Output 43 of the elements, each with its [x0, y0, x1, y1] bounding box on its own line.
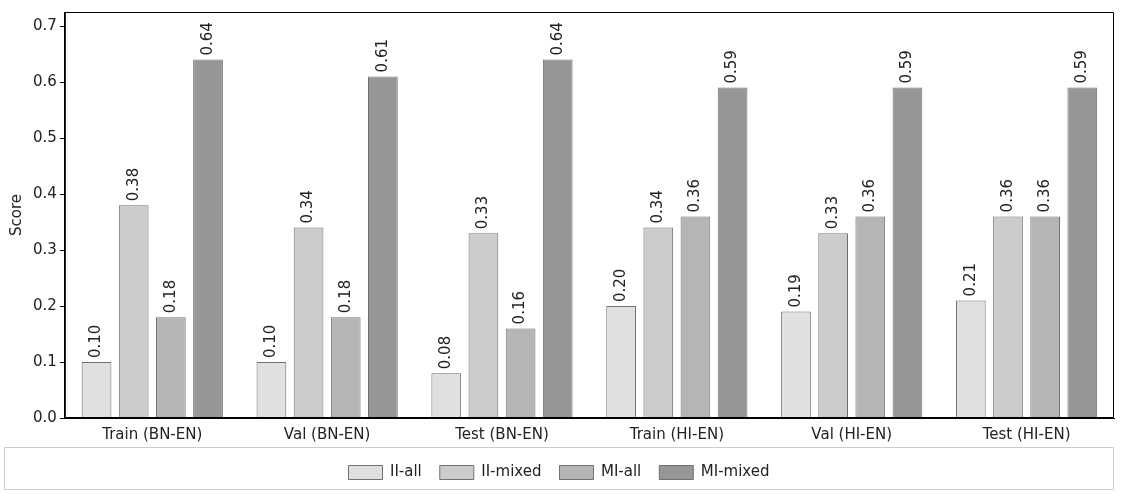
x-tick-label: Test (HI-EN) — [981, 424, 1071, 443]
y-tick-label: 0.7 — [33, 15, 57, 34]
data-label: 0.21 — [960, 262, 979, 297]
data-label: 0.10 — [86, 324, 105, 358]
data-label: 0.64 — [197, 22, 216, 56]
y-tick-label: 0.2 — [33, 295, 57, 314]
x-tick-label: Train (HI-EN) — [628, 424, 724, 443]
data-label: 0.18 — [335, 279, 354, 314]
y-tick-label: 0.3 — [33, 239, 57, 258]
data-label: 0.33 — [823, 195, 842, 230]
y-axis-title: Score — [6, 193, 25, 237]
data-label: 0.59 — [1072, 50, 1091, 84]
data-label: 0.36 — [997, 178, 1016, 213]
legend-label: II-mixed — [481, 462, 542, 481]
y-tick-label: 0.0 — [33, 407, 57, 426]
data-label: 0.64 — [547, 22, 566, 56]
data-label: 0.59 — [897, 50, 916, 84]
y-tick-label: 0.1 — [33, 351, 57, 370]
data-label: 0.61 — [372, 38, 391, 73]
data-label: 0.18 — [160, 279, 179, 314]
data-label: 0.36 — [1035, 178, 1054, 213]
x-tick-label: Test (BN-EN) — [454, 424, 549, 443]
data-label: 0.19 — [785, 274, 804, 308]
data-label: 0.34 — [648, 190, 667, 224]
data-label: 0.08 — [436, 335, 455, 370]
data-label: 0.36 — [860, 178, 879, 213]
x-tick-label: Val (BN-EN) — [283, 424, 371, 443]
y-tick-label: 0.6 — [33, 71, 57, 90]
data-label: 0.33 — [473, 195, 492, 230]
data-label: 0.36 — [685, 178, 704, 213]
x-tick-label: Val (HI-EN) — [811, 424, 893, 443]
data-label: 0.10 — [261, 324, 280, 358]
data-label: 0.16 — [510, 290, 529, 325]
data-label: 0.20 — [611, 268, 630, 302]
y-tick-label: 0.4 — [33, 183, 57, 202]
legend-label: MI-mixed — [700, 462, 770, 481]
legend-label: II-all — [389, 462, 422, 481]
data-label: 0.38 — [123, 167, 142, 202]
y-tick-label: 0.5 — [33, 127, 57, 146]
legend-label: MI-all — [600, 462, 642, 481]
x-tick-label: Train (BN-EN) — [101, 424, 203, 443]
data-label: 0.59 — [722, 50, 741, 84]
data-label: 0.34 — [298, 190, 317, 224]
